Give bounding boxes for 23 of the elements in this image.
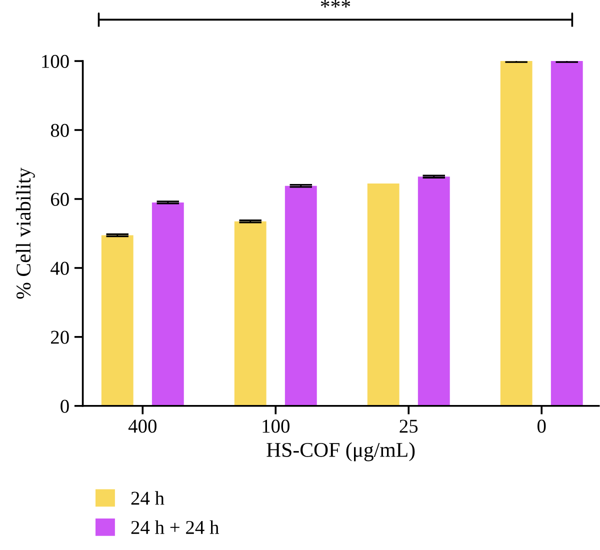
y-tick-label: 40 — [50, 262, 69, 275]
y-tick-label: 60 — [50, 192, 69, 206]
bar — [367, 183, 400, 406]
y-axis-title: % Cell viability — [16, 168, 35, 299]
x-tick-label: 100 — [262, 420, 290, 433]
x-axis-title: HS-COF (μg/mL) — [266, 442, 415, 462]
bar — [152, 202, 184, 406]
bar — [234, 221, 266, 406]
y-tick-label: 20 — [51, 330, 69, 344]
bar — [418, 176, 450, 406]
bar — [284, 186, 317, 406]
x-tick-label: 25 — [400, 420, 418, 433]
bar — [550, 61, 583, 406]
legend-label: 24 h — [131, 491, 164, 505]
bar — [101, 235, 134, 406]
legend-label: 24 h + 24 h — [131, 520, 219, 534]
y-tick-label: 100 — [42, 54, 69, 68]
y-tick-label: 80 — [50, 124, 69, 137]
y-tick-label: 0 — [60, 400, 69, 413]
text: *** — [320, 0, 350, 8]
x-tick-label: 400 — [128, 420, 156, 433]
x-tick-label: 0 — [537, 420, 546, 433]
bar — [500, 61, 532, 406]
